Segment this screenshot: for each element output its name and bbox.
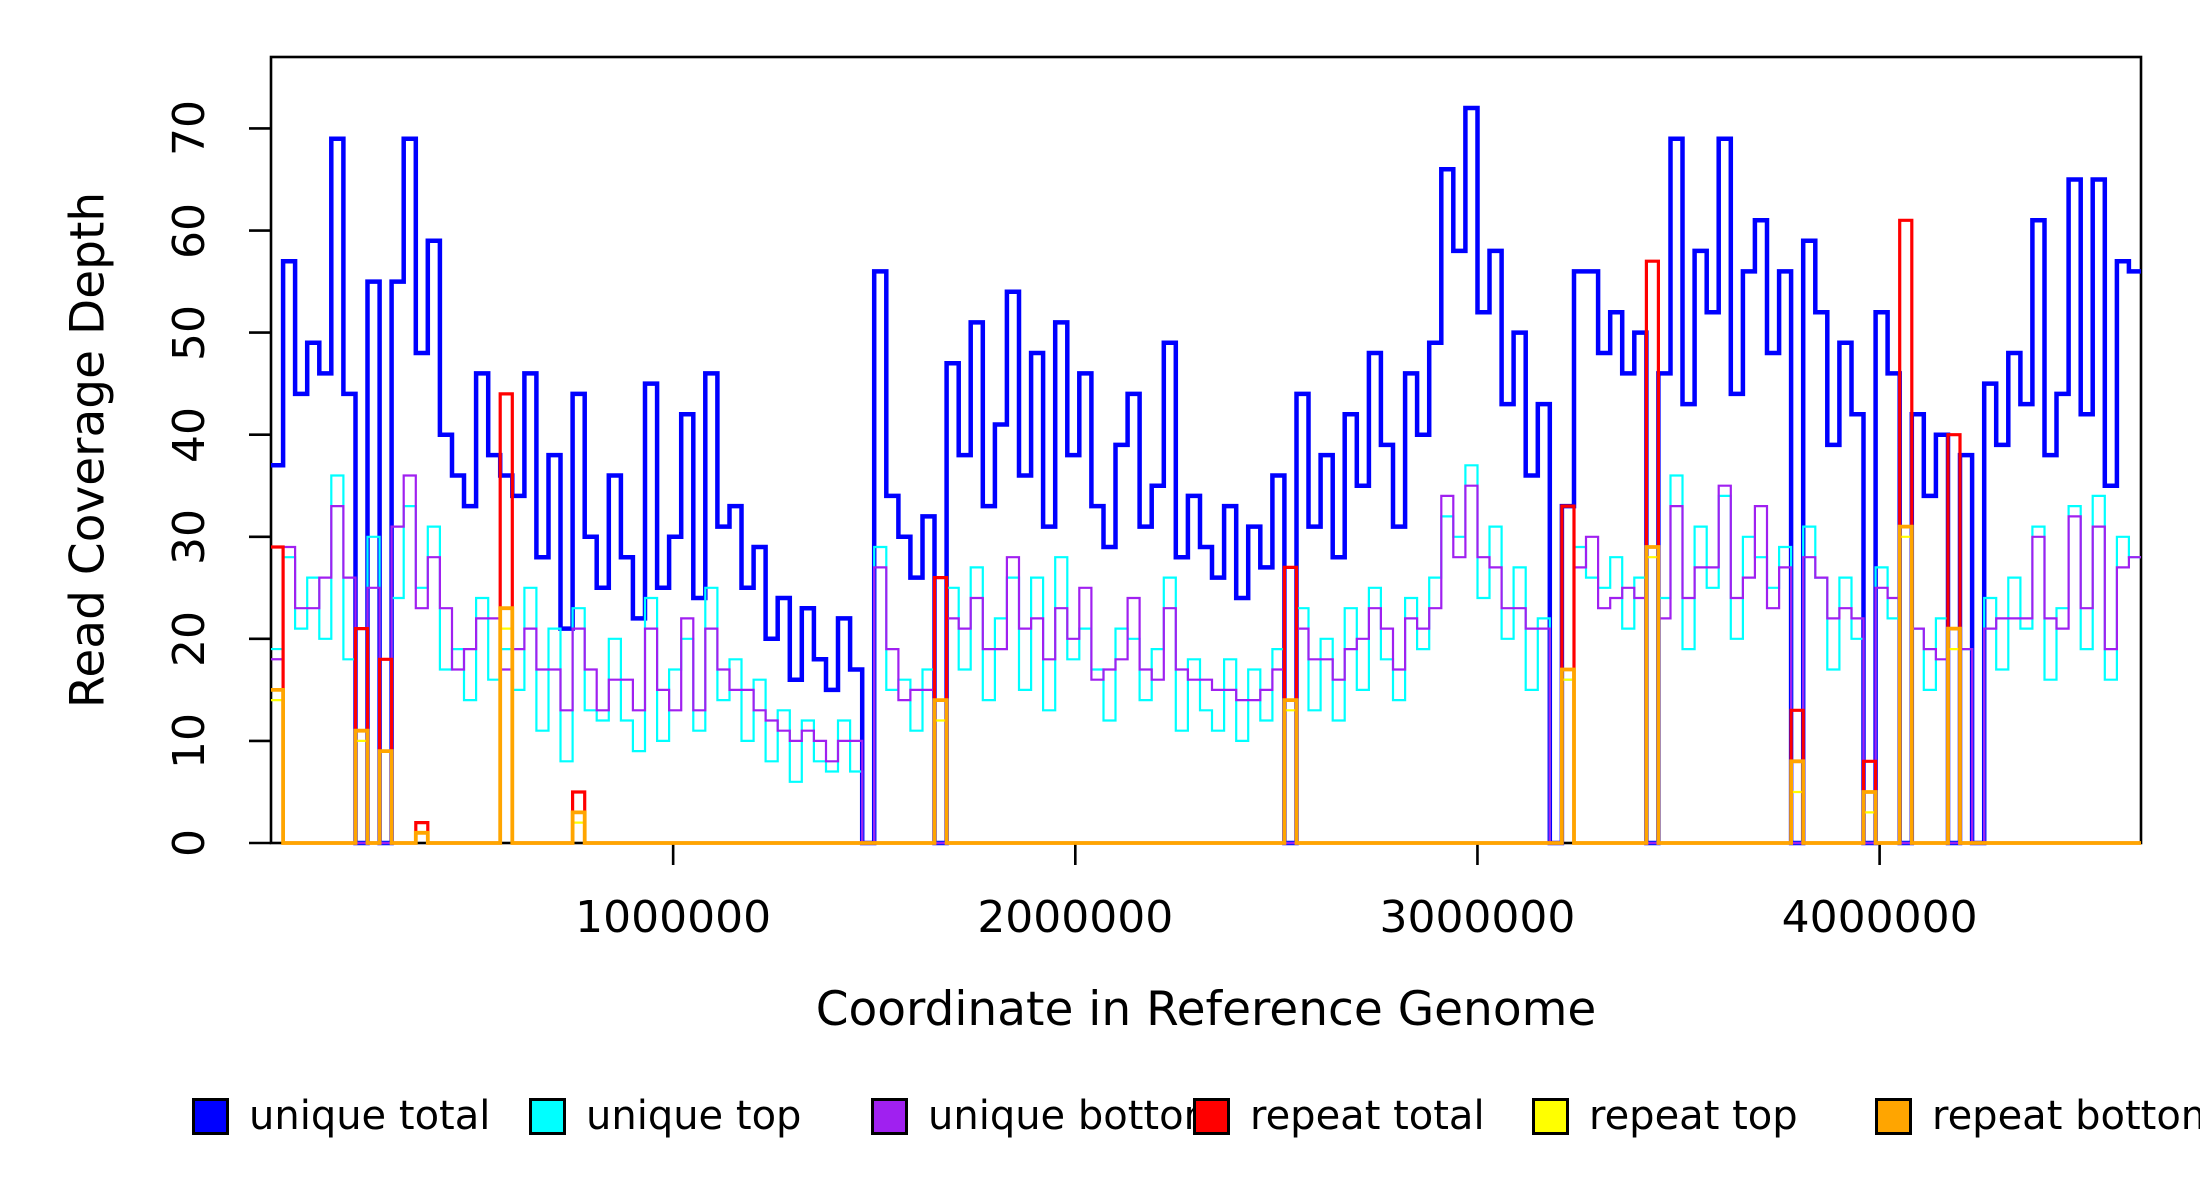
legend-label: repeat total xyxy=(1250,1093,1485,1139)
legend-item-unique-total: unique total xyxy=(192,1096,490,1136)
legend-swatch-repeat-bottom xyxy=(1875,1097,1912,1135)
legend-item-unique-top: unique top xyxy=(529,1096,801,1136)
plot-box xyxy=(269,55,2143,845)
legend-swatch-unique-total xyxy=(192,1097,229,1135)
series-line-unique-top xyxy=(271,464,2141,845)
legend-label: unique bottom xyxy=(928,1093,1223,1139)
series-line-repeat-total xyxy=(271,218,2141,845)
series-line-repeat-top xyxy=(271,535,2141,845)
legend-swatch-unique-bottom xyxy=(871,1097,908,1135)
y-tick-label: 70 xyxy=(164,100,215,157)
legend-label: repeat bottom xyxy=(1932,1093,2200,1139)
legend-swatch-unique-top xyxy=(529,1097,566,1135)
legend-label: unique top xyxy=(586,1093,802,1139)
x-tick-label: 3000000 xyxy=(1379,892,1576,943)
legend-swatch-repeat-top xyxy=(1532,1097,1569,1135)
legend-label: unique total xyxy=(249,1093,491,1139)
x-tick-label: 1000000 xyxy=(575,892,772,943)
series-line-unique-bottom xyxy=(271,474,2141,845)
series-line-repeat-bottom xyxy=(271,524,2141,845)
series-line-unique-total xyxy=(271,105,2141,846)
legend-swatch-repeat-total xyxy=(1193,1097,1230,1135)
x-tick-label: 4000000 xyxy=(1781,892,1978,943)
x-tick-label: 2000000 xyxy=(977,892,1174,943)
legend-item-unique-bottom: unique bottom xyxy=(871,1096,1223,1136)
legend-item-repeat-top: repeat top xyxy=(1532,1096,1798,1136)
legend-item-repeat-total: repeat total xyxy=(1193,1096,1485,1136)
legend-label: repeat top xyxy=(1589,1093,1798,1139)
y-axis-title: Read Coverage Depth xyxy=(60,191,116,709)
legend-item-repeat-bottom: repeat bottom xyxy=(1875,1096,2200,1136)
x-axis-title: Coordinate in Reference Genome xyxy=(815,982,1597,1037)
